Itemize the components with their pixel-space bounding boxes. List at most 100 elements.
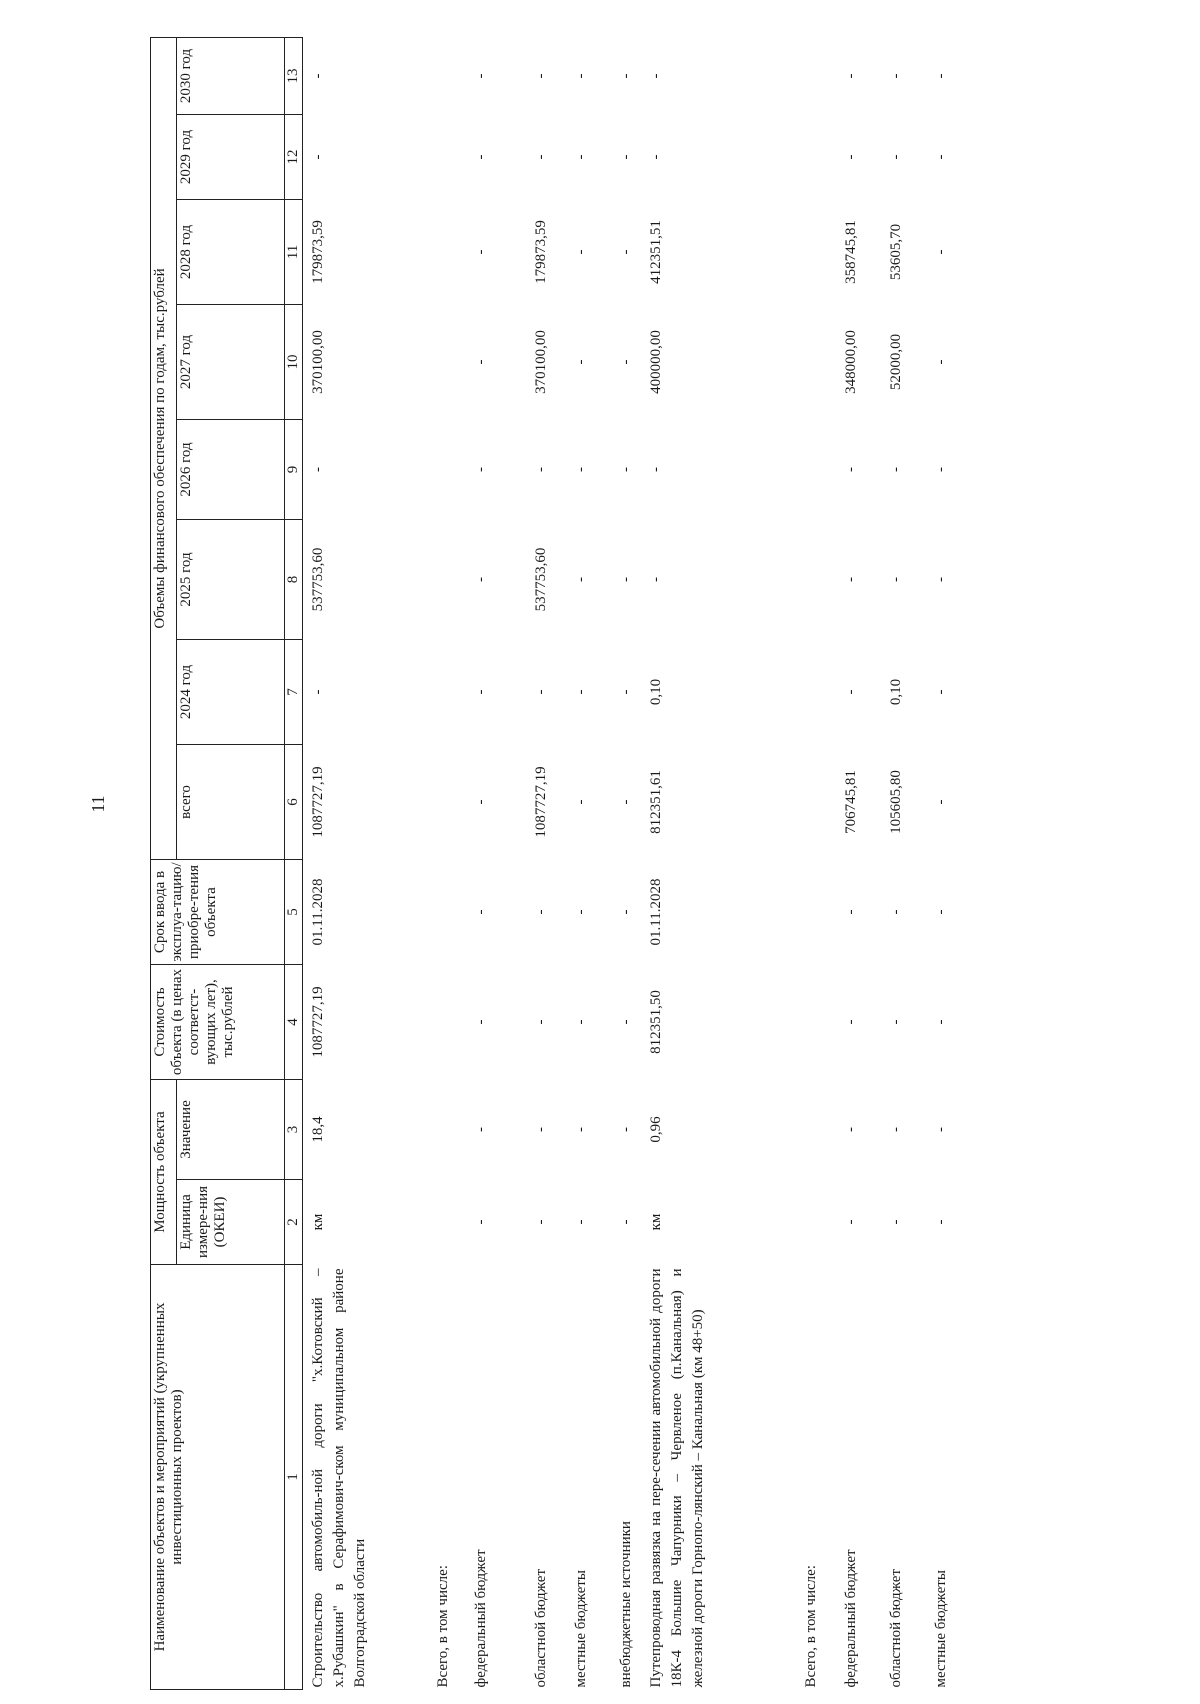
cell-value: - — [887, 467, 904, 472]
cell-value — [796, 420, 836, 520]
column-number: 1 — [284, 1264, 303, 1690]
cell-value: - — [842, 73, 859, 79]
cell-value: - — [842, 154, 859, 160]
cell-value: 105605,80 — [887, 770, 904, 834]
cell-value: - — [932, 359, 949, 365]
page-number: 11 — [88, 795, 108, 813]
cell-value: км — [647, 1213, 664, 1231]
cell-value: - — [532, 73, 549, 79]
row-name: местные бюджеты — [572, 1570, 589, 1688]
header-commission-date: Срок ввода в эксплуа-тацию/ приобре-тени… — [150, 859, 285, 965]
cell-value: - — [532, 154, 549, 160]
cell-value — [796, 1080, 836, 1180]
cell-value: - — [472, 689, 489, 695]
cell-value: - — [842, 1127, 859, 1132]
header-name: Наименование объектов и мероприятий (укр… — [150, 1264, 285, 1690]
cell-value — [428, 1180, 466, 1265]
cell-value: - — [310, 689, 326, 695]
cell-value: 370100,00 — [532, 330, 549, 394]
cell-value: - — [932, 1019, 949, 1025]
cell-value: - — [472, 467, 489, 472]
row-name: областной бюджет — [887, 1568, 904, 1688]
cell-value — [428, 1080, 466, 1180]
column-number: 12 — [284, 114, 303, 200]
row-name: местные бюджеты — [932, 1570, 949, 1688]
cell-value: - — [932, 689, 949, 695]
cell-value: 01.11.2028 — [647, 878, 664, 946]
cell-value: - — [842, 467, 859, 472]
cell-value: - — [932, 1127, 949, 1132]
cell-value — [428, 640, 466, 745]
cell-value: - — [472, 1219, 489, 1225]
table-row: внебюджетные источники - - - - - - - - - - - - — [611, 38, 641, 1690]
cell-value: - — [572, 1127, 589, 1132]
cell-value: 537753,60 — [532, 547, 549, 612]
cell-value: - — [572, 799, 589, 805]
cell-value: - — [532, 467, 549, 472]
cell-value: - — [647, 73, 664, 79]
column-number: 11 — [284, 199, 303, 305]
cell-value — [796, 965, 836, 1080]
cell-value: - — [887, 154, 904, 160]
cell-value: 370100,00 — [310, 330, 326, 394]
column-number: 3 — [284, 1079, 303, 1180]
cell-value: - — [647, 467, 664, 472]
table-row: Путепроводная развязка на пере-сечении а… — [641, 38, 796, 1690]
row-name: федеральный бюджет — [842, 1549, 859, 1688]
cell-value: - — [932, 73, 949, 79]
column-number: 8 — [284, 519, 303, 640]
cell-value: - — [932, 577, 949, 582]
cell-value: - — [472, 577, 489, 582]
cell-value: - — [617, 1019, 634, 1025]
cell-value: - — [842, 577, 859, 582]
cell-value: 0,96 — [647, 1116, 664, 1143]
cell-value: - — [647, 577, 664, 582]
cell-value: - — [617, 154, 634, 160]
header-cost: Стоимость объекта (в ценах соответст-вую… — [150, 964, 285, 1080]
table-row: Всего, в том числе: — [796, 38, 836, 1690]
header-year: 2028 год — [176, 199, 285, 305]
cell-value: - — [572, 154, 589, 160]
cell-value: 53605,70 — [887, 223, 904, 281]
column-number: 13 — [284, 37, 303, 115]
cell-value — [428, 745, 466, 860]
column-number: 4 — [284, 964, 303, 1080]
cell-value: 412351,51 — [647, 220, 664, 284]
table-row: областной бюджет - - - - 105605,80 0,10 - - 52000… — [881, 38, 926, 1690]
row-name: областной бюджет — [532, 1568, 549, 1688]
column-number: 10 — [284, 304, 303, 420]
cell-value: 812351,61 — [647, 770, 664, 834]
cell-value: - — [932, 154, 949, 160]
cell-value: 1087727,19 — [310, 766, 326, 838]
cell-value: - — [842, 689, 859, 695]
cell-value: - — [572, 1219, 589, 1225]
cell-value: - — [887, 1127, 904, 1132]
cell-value — [796, 745, 836, 860]
header-total: всего — [176, 744, 285, 860]
cell-value — [796, 305, 836, 420]
cell-value: км — [310, 1213, 326, 1231]
cell-value — [796, 520, 836, 640]
cell-value: - — [842, 1019, 859, 1025]
cell-value: - — [932, 909, 949, 915]
cell-value: - — [887, 1219, 904, 1225]
cell-value: 18,4 — [310, 1116, 326, 1143]
cell-value — [428, 860, 466, 965]
cell-value: 01.11.2028 — [310, 878, 326, 946]
cell-value: - — [572, 689, 589, 695]
cell-value: 537753,60 — [310, 547, 326, 612]
cell-value: - — [887, 909, 904, 915]
row-name: федеральный бюджет — [472, 1549, 489, 1688]
cell-value: 358745,81 — [842, 220, 859, 284]
table-row: областной бюджет - - - - 1087727,19 - 537753,60… — [526, 38, 566, 1690]
cell-value — [428, 38, 466, 115]
cell-value: - — [532, 1219, 549, 1225]
cell-value: 179873,59 — [310, 220, 326, 284]
cell-value — [796, 200, 836, 305]
cell-value: - — [932, 467, 949, 472]
cell-value: 52000,00 — [887, 333, 904, 391]
table-row: федеральный бюджет - - - - 706745,81 - - - 348000… — [836, 38, 881, 1690]
cell-value: - — [617, 577, 634, 582]
cell-value: - — [472, 249, 489, 255]
table-row: местные бюджеты - - - - - - - - - - - - — [566, 38, 611, 1690]
